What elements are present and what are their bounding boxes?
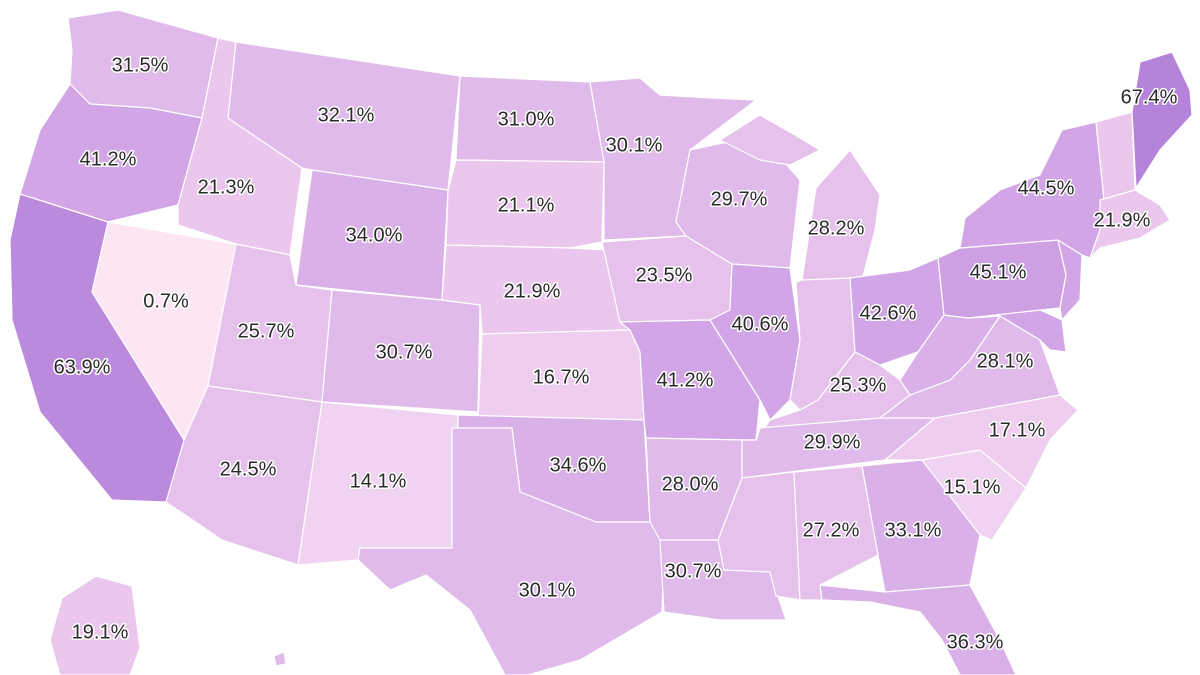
state-maryland-delaware bbox=[967, 309, 1067, 353]
state-texas bbox=[357, 427, 665, 675]
label-missouri: 41.2% bbox=[657, 369, 714, 391]
label-oklahoma: 34.6% bbox=[550, 454, 607, 476]
label-iowa: 23.5% bbox=[636, 264, 693, 286]
label-illinois: 40.6% bbox=[732, 313, 789, 335]
state-maine bbox=[1131, 51, 1193, 189]
label-nevada: 0.7% bbox=[143, 290, 189, 312]
label-florida: 36.3% bbox=[947, 631, 1004, 653]
label-nebraska: 21.9% bbox=[504, 280, 561, 302]
label-alabama: 27.2% bbox=[803, 519, 860, 541]
label-north-dakota: 31.0% bbox=[498, 108, 555, 130]
label-alaska: 19.1% bbox=[72, 621, 129, 643]
label-wyoming: 34.0% bbox=[346, 224, 403, 246]
label-california: 63.9% bbox=[54, 356, 111, 378]
state-alaska bbox=[49, 575, 141, 675]
label-kentucky: 25.3% bbox=[830, 374, 887, 396]
state-shapes bbox=[9, 9, 1193, 675]
label-georgia: 33.1% bbox=[885, 519, 942, 541]
state-hawaii bbox=[273, 651, 287, 667]
label-north-carolina: 17.1% bbox=[989, 419, 1046, 441]
label-washington: 31.5% bbox=[112, 54, 169, 76]
label-idaho: 21.3% bbox=[198, 176, 255, 198]
label-new-mexico: 14.1% bbox=[350, 470, 407, 492]
state-massachusetts-ri-ct bbox=[1089, 189, 1171, 259]
label-kansas: 16.7% bbox=[533, 366, 590, 388]
label-oregon: 41.2% bbox=[80, 148, 137, 170]
label-maine: 67.4% bbox=[1121, 86, 1178, 108]
label-montana: 32.1% bbox=[318, 104, 375, 126]
label-tennessee: 29.9% bbox=[804, 431, 861, 453]
state-labels: 31.5% 41.2% 63.9% 0.7% 21.3% 32.1% 34.0%… bbox=[52, 53, 1179, 655]
label-michigan: 28.2% bbox=[808, 217, 865, 239]
state-colorado bbox=[321, 289, 481, 413]
label-ohio: 42.6% bbox=[860, 302, 917, 324]
label-arkansas: 28.0% bbox=[662, 473, 719, 495]
label-texas: 30.1% bbox=[519, 579, 576, 601]
label-minnesota: 30.1% bbox=[606, 134, 663, 156]
label-arizona: 24.5% bbox=[220, 458, 277, 480]
label-massachusetts: 21.9% bbox=[1094, 209, 1151, 231]
label-south-carolina: 15.1% bbox=[944, 476, 1001, 498]
state-florida bbox=[819, 584, 1017, 675]
label-wisconsin: 29.7% bbox=[711, 188, 768, 210]
label-south-dakota: 21.1% bbox=[498, 194, 555, 216]
label-new-york: 44.5% bbox=[1018, 177, 1075, 199]
label-louisiana: 30.7% bbox=[665, 560, 722, 582]
label-pennsylvania: 45.1% bbox=[970, 261, 1027, 283]
label-virginia: 28.1% bbox=[977, 350, 1034, 372]
label-colorado: 30.7% bbox=[376, 341, 433, 363]
label-utah: 25.7% bbox=[238, 320, 295, 342]
